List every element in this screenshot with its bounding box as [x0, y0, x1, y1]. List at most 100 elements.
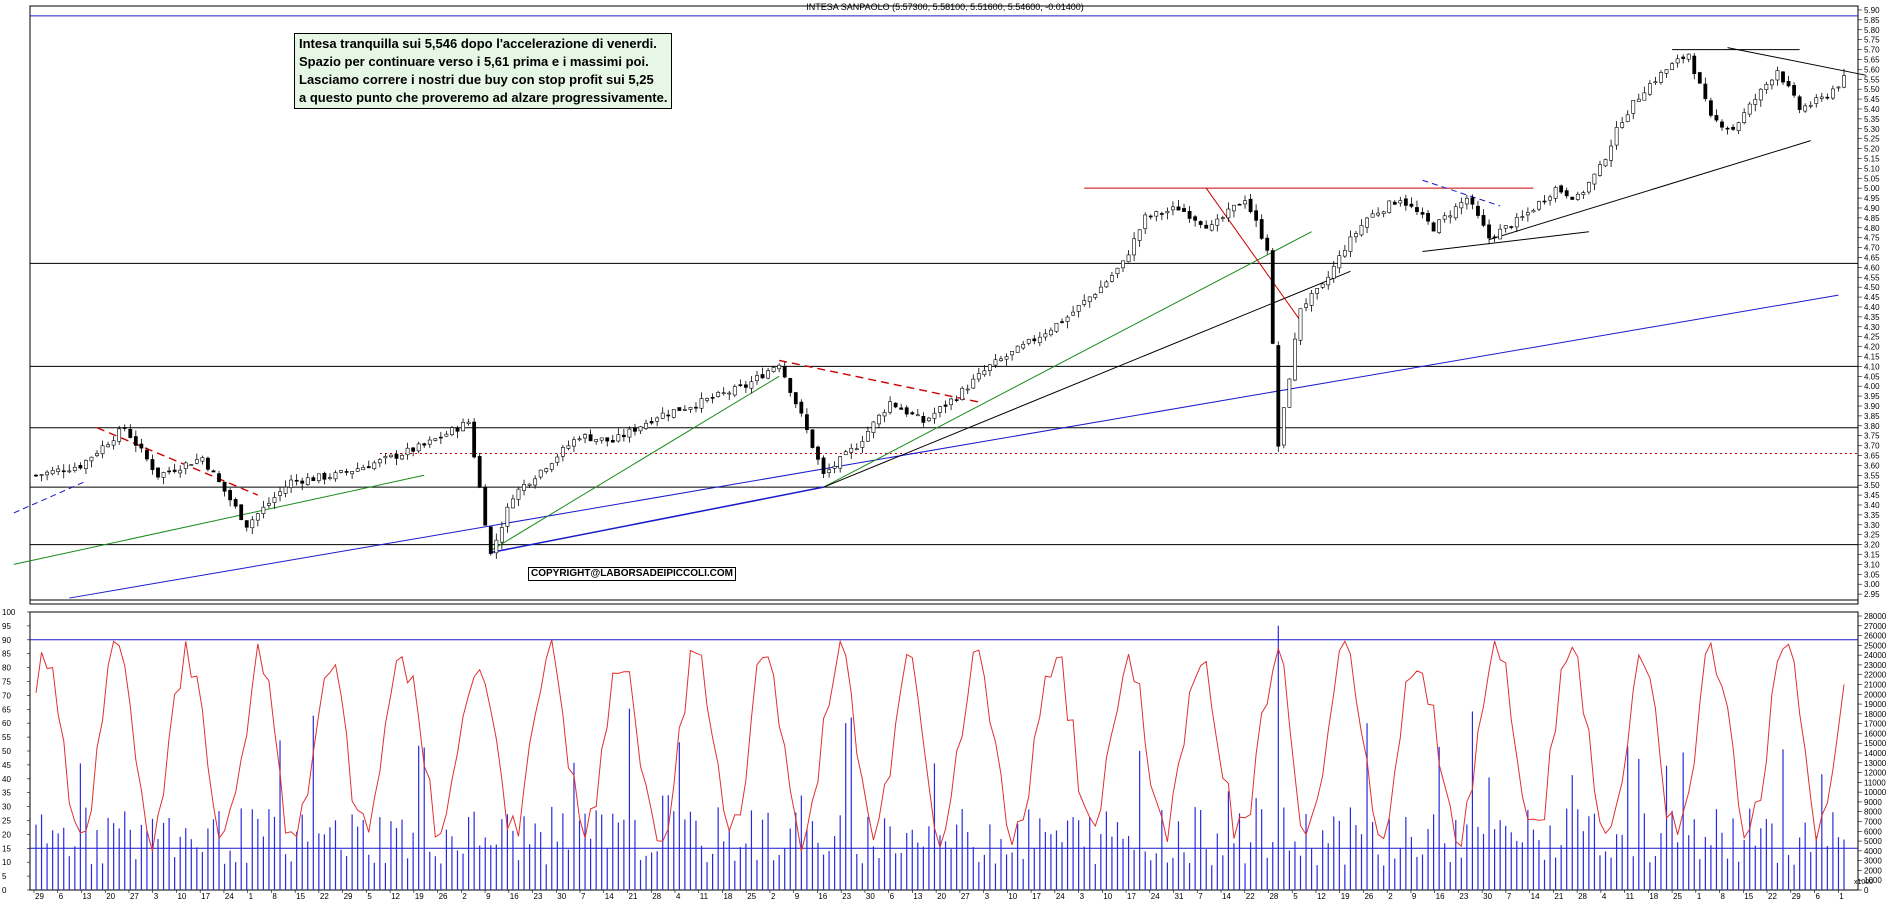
candle-body: [1553, 187, 1558, 199]
candle-body: [372, 462, 377, 470]
candle-body: [355, 468, 360, 472]
volume-tick-label: 23000: [1864, 661, 1887, 670]
candle-body: [167, 470, 172, 473]
candle-body: [755, 375, 759, 382]
price-tick-label: 3.35: [1864, 511, 1880, 520]
annotation-line-2: Spazio per continuare verso i 5,61 prima…: [299, 54, 649, 69]
candle-body: [1370, 213, 1375, 218]
candle-body: [1054, 323, 1059, 332]
candle-body: [222, 481, 227, 492]
date-tick-label: 29: [35, 892, 44, 901]
oscillator-tick-label: 0: [2, 886, 7, 895]
date-tick-label: 26: [439, 892, 448, 901]
volume-tick-label: 19000: [1864, 700, 1887, 709]
candle-body: [95, 453, 99, 456]
candle-body: [899, 407, 904, 410]
black-trendline-2: [1422, 231, 1589, 253]
oscillator-polyline: [35, 639, 1845, 852]
price-tick-label: 4.40: [1864, 303, 1880, 312]
date-tick-label: 30: [557, 892, 566, 901]
candle-body: [211, 470, 216, 473]
volume-tick-label: 25000: [1864, 641, 1887, 650]
candle-body: [1143, 214, 1148, 229]
candle-body: [422, 443, 427, 446]
candle-body: [461, 422, 465, 432]
price-tick-label: 5.65: [1864, 55, 1880, 64]
candle-body: [1836, 86, 1841, 89]
oscillator-tick-label: 85: [2, 650, 11, 659]
date-tick-label: 16: [510, 892, 519, 901]
volume-tick-label: 17000: [1864, 720, 1887, 729]
candle-body: [1570, 196, 1575, 200]
candle-body: [1071, 311, 1076, 316]
price-tick-label: 5.90: [1864, 6, 1880, 15]
candle-body: [1049, 329, 1053, 336]
price-tick-label: 4.60: [1864, 263, 1880, 272]
date-tick-label: 27: [961, 892, 970, 901]
volume-bars: [35, 625, 1845, 890]
candle-body: [1276, 345, 1281, 447]
candle-body: [405, 447, 410, 456]
date-tick-label: 24: [1151, 892, 1160, 901]
candle-body: [732, 386, 737, 396]
candle-body: [1537, 201, 1541, 210]
candle-body: [1065, 316, 1070, 322]
candle-body: [538, 469, 543, 478]
candle-body: [716, 392, 721, 397]
date-tick-label: 22: [1246, 892, 1255, 901]
candle-body: [250, 519, 255, 529]
date-tick-label: 22: [1768, 892, 1777, 901]
candle-body: [1381, 211, 1386, 215]
candle-body: [189, 464, 194, 466]
candle-body: [1365, 217, 1369, 228]
candle-body: [1814, 97, 1819, 104]
price-tick-label: 4.45: [1864, 293, 1880, 302]
volume-tick-label: 11000: [1864, 778, 1886, 787]
date-tick-label: 26: [1364, 892, 1373, 901]
candle-body: [106, 444, 110, 448]
candle-body: [1459, 202, 1464, 209]
date-tick-label: 24: [1056, 892, 1065, 901]
candle-body: [555, 456, 560, 463]
candle-body: [72, 466, 77, 471]
candle-body: [860, 441, 865, 448]
date-tick-label: 23: [842, 892, 851, 901]
volume-tick-label: 18000: [1864, 710, 1887, 719]
candle-body: [1581, 192, 1586, 195]
candle-body: [1686, 53, 1691, 60]
candle-body: [588, 434, 593, 442]
candle-body: [1182, 208, 1186, 212]
candle-body: [472, 421, 477, 458]
candle-body: [394, 453, 399, 459]
candle-body: [183, 462, 188, 469]
candle-body: [150, 459, 155, 470]
candle-body: [854, 448, 859, 451]
candle-body: [821, 457, 826, 474]
candle-body: [1758, 88, 1763, 101]
volume-tick-label: 7000: [1864, 818, 1882, 827]
candle-body: [760, 374, 765, 379]
volume-tick-label: 16000: [1864, 729, 1887, 738]
candle-body: [267, 503, 271, 506]
volume-tick-label: 15000: [1864, 739, 1887, 748]
candle-body: [1714, 115, 1719, 121]
price-tick-label: 4.35: [1864, 313, 1880, 322]
candle-body: [1781, 71, 1785, 83]
date-tick-label: 8: [272, 892, 277, 901]
oscillator-tick-label: 50: [2, 747, 11, 756]
annotation-line-4: a questo punto che proveremo ad alzare p…: [299, 90, 668, 105]
candle-body: [777, 364, 782, 370]
candle-body: [544, 468, 549, 472]
oscillator-line: [35, 639, 1845, 852]
candle-body: [1331, 266, 1336, 279]
candle-body: [1531, 210, 1536, 213]
date-tick-label: 1: [1839, 892, 1844, 901]
candle-body: [1237, 203, 1242, 206]
candle-body: [605, 437, 610, 442]
price-tick-label: 2.95: [1864, 590, 1880, 599]
candle-body: [1564, 190, 1569, 197]
candle-body: [1770, 79, 1774, 86]
date-tick-label: 21: [629, 892, 638, 901]
candle-body: [738, 384, 743, 386]
